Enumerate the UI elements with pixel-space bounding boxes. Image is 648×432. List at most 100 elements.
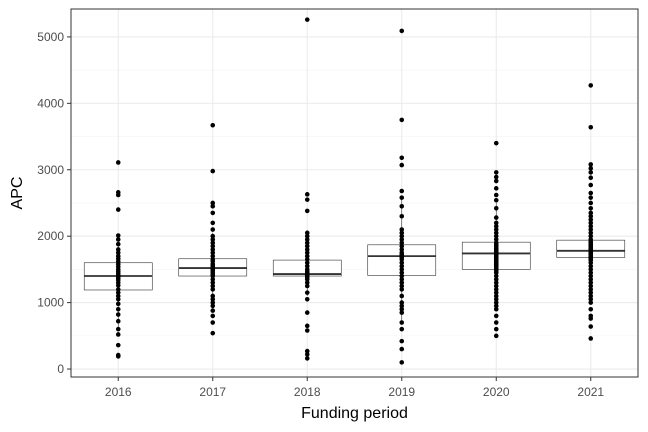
data-point-2019 <box>399 155 405 161</box>
data-point-2020 <box>493 215 499 220</box>
data-point-2020 <box>493 287 499 292</box>
data-point-2020 <box>493 223 499 229</box>
data-point-2019 <box>399 270 405 276</box>
data-point-2021 <box>588 270 594 276</box>
y-tick-label: 4000 <box>37 96 64 110</box>
data-point-2021 <box>588 162 594 167</box>
x-tick-label: 2017 <box>199 385 226 399</box>
data-point-2019 <box>399 213 405 219</box>
data-point-2019 <box>399 230 405 236</box>
data-point-2017 <box>210 233 216 239</box>
data-point-2020 <box>493 277 499 282</box>
data-point-2021 <box>588 273 594 279</box>
data-point-2017 <box>210 200 216 206</box>
y-tick-label: 1000 <box>37 296 64 310</box>
axes: 0 1000 2000 3000 4000 5000 2016 2017 2018 2019 202… <box>37 30 604 399</box>
data-point-2018 <box>304 243 310 249</box>
data-point-2021 <box>588 324 594 329</box>
grid-lines <box>71 9 638 377</box>
data-point-2017 <box>210 293 216 299</box>
data-point-2019 <box>399 310 405 315</box>
data-point-2020 <box>493 293 499 299</box>
data-point-2017 <box>210 247 216 252</box>
data-point-2020 <box>493 205 499 211</box>
data-point-2021 <box>588 283 594 289</box>
data-point-2016 <box>115 160 121 165</box>
data-point-2018 <box>304 237 310 242</box>
data-point-2019 <box>399 28 405 34</box>
data-point-2020 <box>493 230 499 236</box>
data-point-2021 <box>588 230 594 236</box>
data-point-2017 <box>210 273 216 279</box>
data-point-2018 <box>304 296 310 302</box>
data-point-2021 <box>588 233 594 239</box>
data-point-2020 <box>493 237 499 242</box>
y-tick-label: 0 <box>57 362 64 376</box>
data-point-2019 <box>399 280 405 285</box>
data-point-2018 <box>304 280 310 285</box>
data-point-2016 <box>115 293 121 299</box>
data-point-2018 <box>304 323 310 329</box>
data-point-2016 <box>115 306 121 312</box>
data-point-2018 <box>304 348 310 354</box>
box-layer <box>83 196 626 330</box>
data-point-2018 <box>304 253 310 259</box>
data-point-2017 <box>210 122 216 128</box>
data-point-2019 <box>399 237 405 242</box>
data-point-2019 <box>399 338 405 344</box>
x-tick-label: 2018 <box>294 385 321 399</box>
data-point-2016 <box>115 287 121 292</box>
data-point-2017 <box>210 300 216 305</box>
data-point-2017 <box>210 277 216 282</box>
data-point-2019 <box>399 303 405 309</box>
data-point-2021 <box>588 290 594 295</box>
x-tick-label: 2020 <box>483 385 510 399</box>
data-point-2021 <box>588 124 594 130</box>
data-point-2019 <box>399 283 405 289</box>
y-axis-title: APC <box>9 177 26 210</box>
data-point-2017 <box>210 330 216 336</box>
data-point-2017 <box>210 303 216 309</box>
data-point-2021 <box>588 277 594 282</box>
data-point-2021 <box>588 213 594 219</box>
data-point-2017 <box>210 308 216 313</box>
panel-border <box>70 8 639 378</box>
data-point-2019 <box>399 293 405 299</box>
data-point-2021 <box>588 220 594 226</box>
data-point-2018 <box>304 250 310 256</box>
data-point-2017 <box>210 253 216 259</box>
data-point-2017 <box>210 168 216 174</box>
data-point-2016 <box>115 241 121 247</box>
data-point-2018 <box>304 290 310 295</box>
data-point-2020 <box>493 227 499 232</box>
data-point-2018 <box>304 277 310 282</box>
data-point-2020 <box>493 220 499 226</box>
data-point-2019 <box>399 117 405 123</box>
data-point-2021 <box>588 210 594 216</box>
data-point-2021 <box>588 217 594 222</box>
data-point-2021 <box>588 280 594 285</box>
data-point-2017 <box>210 280 216 285</box>
data-point-2018 <box>304 240 310 246</box>
data-point-2017 <box>210 227 216 232</box>
data-point-2016 <box>115 233 121 238</box>
y-tick-label: 2000 <box>37 229 64 243</box>
data-point-2020 <box>493 170 499 175</box>
data-point-2021 <box>588 227 594 232</box>
data-point-2018 <box>304 352 310 357</box>
data-point-2016 <box>115 312 121 317</box>
data-point-2020 <box>493 326 499 332</box>
data-point-2021 <box>588 205 594 211</box>
data-point-2016 <box>115 354 121 359</box>
data-point-2019 <box>399 320 405 325</box>
data-point-2020 <box>493 333 499 339</box>
data-point-2019 <box>399 260 405 266</box>
data-point-2020 <box>493 192 499 198</box>
data-point-2018 <box>304 247 310 252</box>
data-point-2018 <box>304 283 310 289</box>
x-tick-label: 2021 <box>577 385 604 399</box>
data-point-2019 <box>399 195 405 200</box>
data-point-2019 <box>399 287 405 292</box>
data-point-2021 <box>588 166 594 171</box>
